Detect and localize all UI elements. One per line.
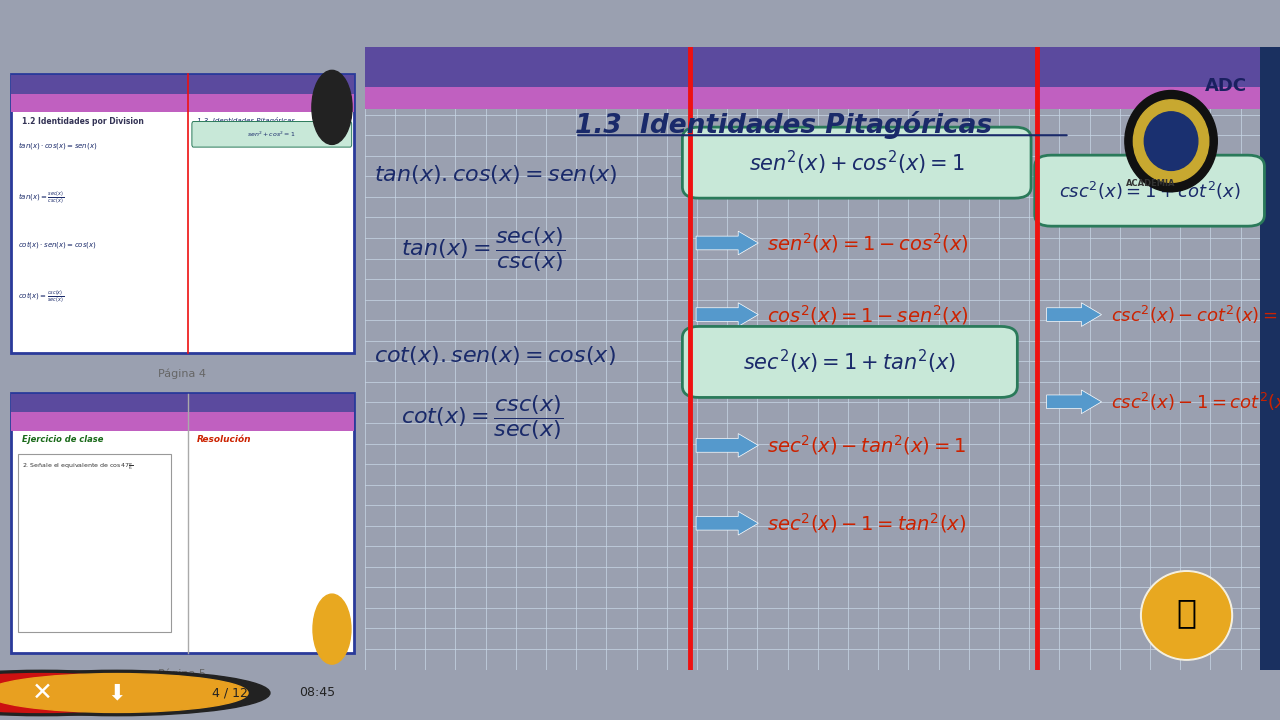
- Circle shape: [1144, 112, 1198, 171]
- Circle shape: [0, 674, 173, 713]
- FancyArrow shape: [696, 231, 758, 255]
- Text: $sen^2+cos^2=1$: $sen^2+cos^2=1$: [247, 130, 296, 139]
- Text: 08:45: 08:45: [300, 686, 335, 700]
- Text: $csc^2(x) - cot^2(x) = 1$: $csc^2(x) - cot^2(x) = 1$: [1111, 304, 1280, 325]
- Circle shape: [314, 594, 351, 664]
- Text: $cot(x)\cdot sen(x)=cos(x)$: $cot(x)\cdot sen(x)=cos(x)$: [18, 239, 97, 251]
- Text: $csc^2(x) = 1 + cot^2(x)$: $csc^2(x) = 1 + cot^2(x)$: [1059, 179, 1240, 202]
- Bar: [12, 394, 353, 413]
- Text: 4 / 12: 4 / 12: [211, 686, 247, 700]
- FancyArrow shape: [696, 511, 758, 535]
- Text: Resolución: Resolución: [197, 435, 251, 444]
- Text: Página 5: Página 5: [159, 669, 206, 680]
- Text: $sen^2(x) = 1 - cos^2(x)$: $sen^2(x) = 1 - cos^2(x)$: [768, 231, 969, 255]
- Text: ✕: ✕: [32, 681, 52, 705]
- FancyArrow shape: [696, 303, 758, 326]
- Bar: [12, 75, 353, 94]
- Text: $sec^2(x) = 1 + tan^2(x)$: $sec^2(x) = 1 + tan^2(x)$: [744, 348, 956, 376]
- Text: $cos^2(x) = 1 - sen^2(x)$: $cos^2(x) = 1 - sen^2(x)$: [768, 302, 969, 327]
- Text: ACADEMIA: ACADEMIA: [1126, 179, 1175, 188]
- Text: $cot(x) = \dfrac{csc(x)}{sec(x)}$: $cot(x) = \dfrac{csc(x)}{sec(x)}$: [402, 393, 564, 442]
- Bar: [1260, 47, 1280, 670]
- Text: 1.2 Identidades por Division: 1.2 Identidades por Division: [22, 117, 143, 127]
- Circle shape: [0, 674, 248, 713]
- Circle shape: [312, 71, 352, 145]
- Text: $csc^2(x) - 1 = cot^2(x)$: $csc^2(x) - 1 = cot^2(x)$: [1111, 391, 1280, 413]
- Bar: [365, 87, 1280, 109]
- Text: $tan(x)=\frac{sec(x)}{csc(x)}$: $tan(x)=\frac{sec(x)}{csc(x)}$: [18, 189, 65, 206]
- Text: ADC: ADC: [1206, 77, 1247, 95]
- Bar: [12, 413, 353, 431]
- Text: $tan(x).cos(x) = sen(x)$: $tan(x).cos(x) = sen(x)$: [374, 163, 617, 186]
- Text: $sec^2(x) - tan^2(x) = 1$: $sec^2(x) - tan^2(x) = 1$: [768, 433, 966, 457]
- Bar: [12, 94, 353, 112]
- Text: $tan(x) = \dfrac{sec(x)}{csc(x)}$: $tan(x) = \dfrac{sec(x)}{csc(x)}$: [402, 225, 566, 274]
- FancyBboxPatch shape: [18, 454, 172, 632]
- Text: 🐯: 🐯: [1176, 596, 1197, 629]
- FancyBboxPatch shape: [1034, 156, 1265, 226]
- FancyBboxPatch shape: [682, 127, 1032, 198]
- Bar: [365, 47, 1280, 87]
- Text: 1.3  Identidades Pitagóricas: 1.3 Identidades Pitagóricas: [197, 117, 294, 125]
- FancyBboxPatch shape: [12, 394, 353, 652]
- Circle shape: [1125, 91, 1217, 192]
- Text: ⬇: ⬇: [108, 683, 125, 703]
- FancyArrow shape: [1047, 303, 1102, 326]
- Circle shape: [0, 670, 195, 716]
- Text: $sec^2(x) - 1 = tan^2(x)$: $sec^2(x) - 1 = tan^2(x)$: [768, 511, 966, 535]
- Text: $tan(x)\cdot cos(x)=sen(x)$: $tan(x)\cdot cos(x)=sen(x)$: [18, 140, 97, 150]
- Text: 1.3  Identidades Pitagóricas: 1.3 Identidades Pitagóricas: [575, 111, 992, 139]
- FancyBboxPatch shape: [682, 326, 1018, 397]
- FancyArrow shape: [1047, 390, 1102, 413]
- Circle shape: [1140, 571, 1233, 660]
- Circle shape: [1133, 100, 1208, 182]
- Text: $cot(x)=\frac{csc(x)}{sec(x)}$: $cot(x)=\frac{csc(x)}{sec(x)}$: [18, 289, 64, 305]
- Text: $cot(x).sen(x) = cos(x)$: $cot(x).sen(x) = cos(x)$: [374, 343, 616, 366]
- FancyArrow shape: [696, 433, 758, 457]
- Circle shape: [0, 670, 270, 716]
- Text: Página 4: Página 4: [159, 368, 206, 379]
- Text: $sen^2(x) + cos^2(x) = 1$: $sen^2(x) + cos^2(x) = 1$: [749, 148, 965, 176]
- Text: 2. Señale el equivalente de $\cos47\frac{\pi}{6}$: 2. Señale el equivalente de $\cos47\frac…: [22, 461, 133, 472]
- FancyBboxPatch shape: [192, 122, 352, 147]
- FancyBboxPatch shape: [12, 73, 353, 353]
- Circle shape: [1143, 572, 1230, 658]
- Text: Ejercicio de clase: Ejercicio de clase: [22, 435, 104, 444]
